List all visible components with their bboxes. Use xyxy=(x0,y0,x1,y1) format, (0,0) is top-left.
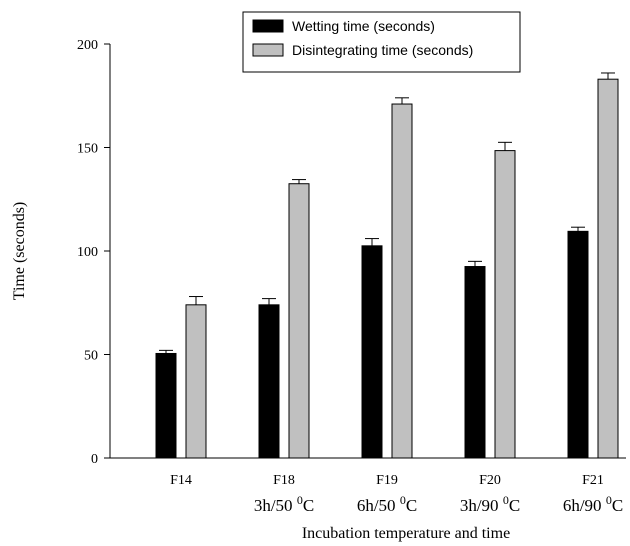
error-bar xyxy=(571,226,585,232)
x-axis-label: Incubation temperature and time xyxy=(302,525,510,542)
y-tick-label: 150 xyxy=(77,142,98,157)
bar-wetting-3 xyxy=(464,266,486,459)
error-bar xyxy=(601,72,615,80)
legend-swatch-0 xyxy=(252,19,284,33)
legend-swatch-1 xyxy=(252,43,284,57)
bar-wetting-2 xyxy=(361,245,383,459)
error-bar xyxy=(498,141,512,151)
x-tick-sublabel: 6h/50 0C xyxy=(357,493,417,515)
legend-label-1: Disintegrating time (seconds) xyxy=(292,42,473,58)
error-bar xyxy=(189,296,203,305)
legend-label-0: Wetting time (seconds) xyxy=(292,18,435,34)
y-tick-label: 200 xyxy=(77,38,98,53)
x-tick-label: F18 xyxy=(273,473,295,488)
x-tick-label: F20 xyxy=(479,473,501,488)
y-axis-label: Time (seconds) xyxy=(11,202,28,301)
x-tick-label: F21 xyxy=(582,473,604,488)
bar-disintegrating-2 xyxy=(391,103,413,459)
error-bar xyxy=(292,179,306,184)
bar-wetting-1 xyxy=(258,304,280,459)
bar-wetting-0 xyxy=(155,352,177,459)
legend: Wetting time (seconds) Disintegrating tim… xyxy=(242,11,521,73)
legend-box xyxy=(242,11,521,73)
bar-disintegrating-1 xyxy=(288,183,310,459)
bar-disintegrating-4 xyxy=(597,78,619,459)
x-tick-sublabel: 6h/90 0C xyxy=(563,493,623,515)
error-bar xyxy=(159,349,173,354)
plot-area: 0 50 100 150 200 Time (seconds) Incubation tem… xyxy=(11,38,626,542)
error-bar xyxy=(395,97,409,105)
bar-wetting-4 xyxy=(567,230,589,459)
x-tick-sublabel: 3h/90 0C xyxy=(460,493,520,515)
error-bar xyxy=(365,238,379,246)
bar-disintegrating-3 xyxy=(494,150,516,459)
bar-disintegrating-0 xyxy=(185,304,207,459)
error-bar xyxy=(468,260,482,267)
x-tick-label: F14 xyxy=(170,473,192,488)
x-tick-label: F19 xyxy=(376,473,398,488)
x-tick-sublabel: 3h/50 0C xyxy=(254,493,314,515)
y-tick-label: 0 xyxy=(91,452,98,467)
y-tick-label: 100 xyxy=(77,245,98,260)
y-tick-label: 50 xyxy=(84,349,98,364)
error-bar xyxy=(262,298,276,305)
